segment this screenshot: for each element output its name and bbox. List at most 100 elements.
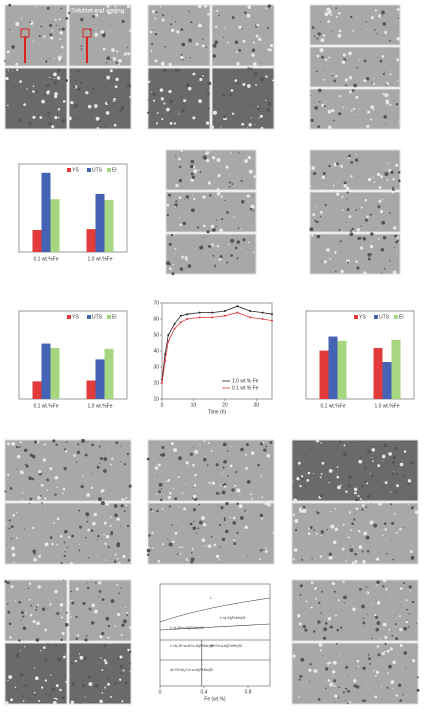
particle xyxy=(91,603,95,608)
particle xyxy=(355,498,358,502)
particle xyxy=(95,13,99,17)
particle xyxy=(20,611,24,615)
particle xyxy=(267,26,270,29)
particle xyxy=(151,10,155,14)
particle xyxy=(75,647,77,649)
particle xyxy=(242,238,246,242)
particle xyxy=(57,55,62,60)
particle xyxy=(316,206,318,208)
particle xyxy=(309,227,314,232)
particle xyxy=(236,488,241,493)
particle xyxy=(174,203,178,207)
particle xyxy=(206,230,210,234)
particle xyxy=(83,656,87,661)
particle xyxy=(54,589,58,594)
particle xyxy=(32,526,35,530)
particle xyxy=(84,453,88,457)
particle xyxy=(193,484,197,487)
particle xyxy=(190,208,195,213)
particle xyxy=(178,178,183,183)
particle xyxy=(110,599,115,604)
particle xyxy=(221,537,226,542)
particle xyxy=(261,496,264,499)
particle xyxy=(49,76,51,79)
particle xyxy=(348,511,351,514)
particle xyxy=(352,107,356,111)
particle xyxy=(193,486,195,488)
particle xyxy=(375,600,377,603)
particle xyxy=(222,94,226,97)
particle xyxy=(247,67,250,70)
particle xyxy=(379,638,381,640)
particle xyxy=(301,558,304,561)
particle xyxy=(22,700,25,702)
particle xyxy=(48,667,50,669)
particle xyxy=(302,505,306,509)
particle xyxy=(151,531,154,534)
particle xyxy=(23,103,26,106)
particle xyxy=(126,614,129,617)
particle xyxy=(68,12,71,15)
particle xyxy=(384,30,388,34)
particle xyxy=(331,30,333,32)
particle xyxy=(113,123,117,127)
particle xyxy=(120,664,124,668)
particle xyxy=(321,55,325,59)
particle xyxy=(63,579,65,581)
particle xyxy=(166,261,171,266)
particle xyxy=(72,85,76,89)
particle xyxy=(212,54,217,58)
particle xyxy=(18,639,21,642)
point xyxy=(186,318,189,320)
particle xyxy=(127,52,131,56)
particle xyxy=(199,171,202,174)
particle xyxy=(70,561,73,565)
particle xyxy=(390,170,394,175)
particle xyxy=(65,79,69,82)
particle xyxy=(382,235,387,240)
particle xyxy=(223,518,226,522)
particle xyxy=(399,627,403,632)
particle xyxy=(316,54,320,58)
particle xyxy=(4,701,9,705)
particle xyxy=(201,516,205,521)
particle xyxy=(320,38,325,43)
particle xyxy=(111,457,114,460)
particle xyxy=(190,159,195,164)
particle xyxy=(229,93,233,97)
particle xyxy=(97,441,99,443)
particle xyxy=(33,667,36,669)
particle xyxy=(104,686,107,689)
particle xyxy=(246,479,251,484)
particle xyxy=(109,30,111,32)
particle xyxy=(347,674,349,676)
micrograph xyxy=(309,191,401,233)
particle xyxy=(321,260,323,262)
particle xyxy=(347,261,350,264)
particle xyxy=(175,73,177,75)
x-tick-label: 0.1 wt.%Fe xyxy=(33,403,58,409)
particle xyxy=(232,151,234,153)
particle xyxy=(346,198,348,200)
particle xyxy=(233,542,237,545)
particle xyxy=(338,29,342,33)
particle xyxy=(358,545,363,550)
particle xyxy=(249,207,253,211)
particle xyxy=(213,265,216,268)
legend-label: YS xyxy=(72,314,79,320)
particle xyxy=(32,90,35,93)
legend-swatch xyxy=(107,315,111,319)
particle xyxy=(73,454,76,457)
particle xyxy=(354,208,357,211)
particle xyxy=(294,519,299,523)
particle xyxy=(120,445,122,447)
particle xyxy=(362,560,366,564)
particle xyxy=(121,20,125,24)
particle xyxy=(302,624,306,629)
particle xyxy=(99,635,103,639)
y-tick-label: 70 xyxy=(153,300,159,306)
particle xyxy=(56,517,60,521)
particle xyxy=(334,694,338,698)
particle xyxy=(11,34,13,36)
particle xyxy=(202,539,206,542)
